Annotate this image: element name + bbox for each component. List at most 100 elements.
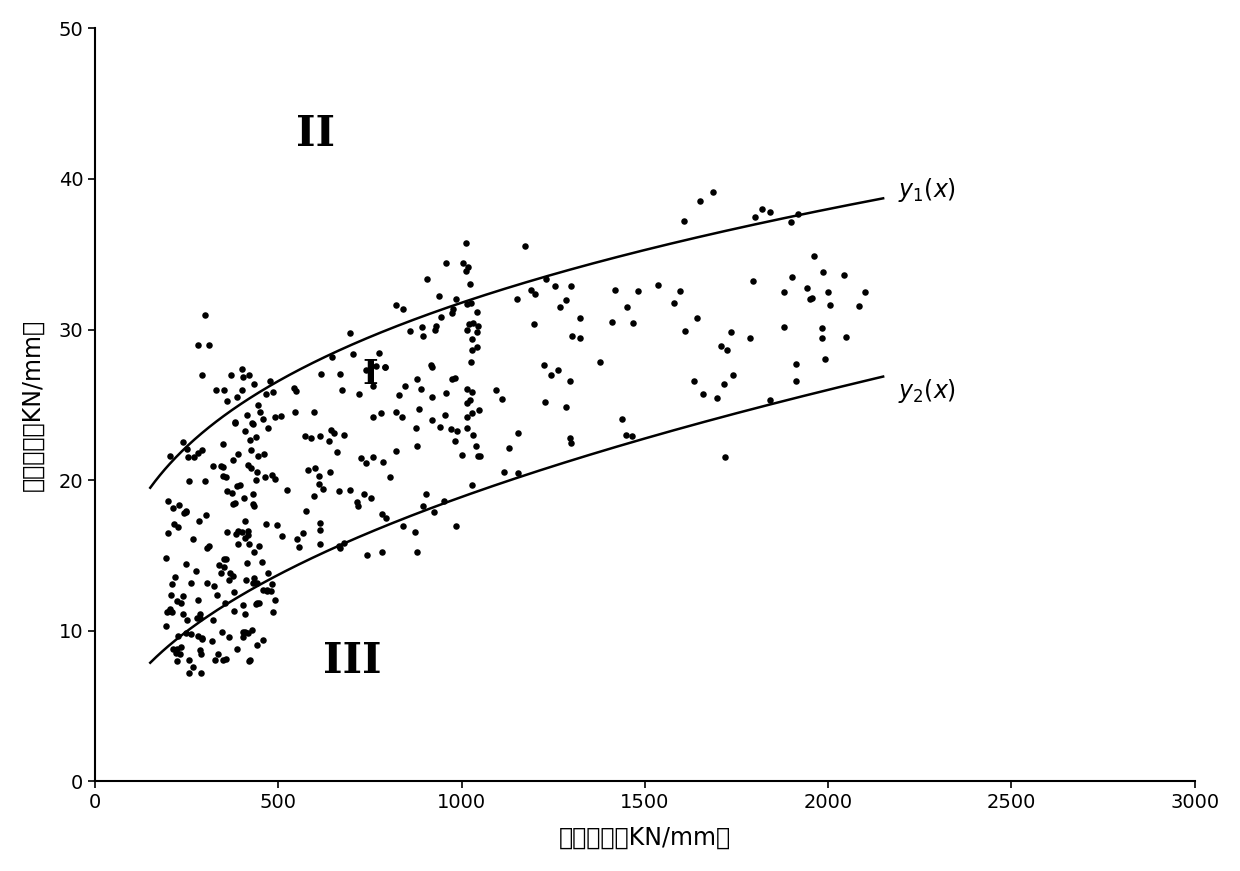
Point [257, 583, 277, 597]
Point [285, 384, 305, 398]
Point [456, 297, 476, 311]
Point [227, 478, 247, 492]
Point [386, 443, 405, 457]
Point [301, 431, 321, 445]
Point [162, 577, 182, 591]
Point [157, 604, 177, 618]
Point [231, 478, 250, 492]
Point [247, 638, 267, 652]
Point [331, 541, 351, 555]
Point [192, 368, 212, 381]
Point [243, 497, 263, 511]
Point [821, 298, 841, 312]
Point [463, 406, 482, 420]
Point [611, 412, 631, 426]
Point [179, 653, 198, 667]
Point [196, 475, 216, 489]
Point [190, 514, 210, 528]
Point [458, 382, 477, 396]
Point [264, 410, 284, 424]
Point [347, 498, 367, 512]
Text: $y_2(x)$: $y_2(x)$ [898, 377, 956, 405]
Point [169, 498, 188, 512]
Point [247, 576, 267, 590]
Point [663, 296, 683, 310]
Point [227, 642, 247, 656]
Point [160, 602, 180, 616]
Point [448, 424, 467, 438]
Point [217, 551, 237, 565]
Point [249, 597, 269, 611]
Point [226, 415, 246, 429]
Point [236, 531, 255, 545]
Point [486, 383, 506, 397]
Point [198, 338, 218, 352]
Point [207, 588, 227, 602]
Point [247, 465, 267, 479]
Point [171, 596, 191, 610]
Point [429, 421, 449, 435]
Point [392, 410, 412, 424]
Point [310, 537, 330, 551]
Point [213, 653, 233, 667]
Point [407, 372, 427, 386]
Point [236, 424, 255, 438]
Point [854, 285, 874, 299]
Point [837, 330, 857, 344]
Point [332, 383, 352, 397]
Point [272, 409, 291, 423]
Point [162, 605, 182, 619]
Point [523, 317, 543, 331]
Point [684, 375, 704, 388]
Point [616, 428, 636, 442]
Point [208, 557, 228, 571]
Point [424, 323, 444, 337]
Point [675, 214, 694, 228]
Point [548, 363, 568, 377]
Point [410, 381, 430, 395]
Point [386, 298, 405, 312]
Point [327, 445, 347, 459]
Point [180, 665, 200, 679]
Point [372, 508, 392, 522]
Point [188, 338, 208, 352]
Point [422, 413, 441, 427]
Point [202, 634, 222, 648]
Point [407, 545, 427, 559]
Point [718, 343, 738, 357]
Point [500, 442, 520, 456]
Point [381, 469, 401, 483]
Point [458, 421, 477, 435]
Point [707, 391, 727, 405]
Point [627, 284, 647, 298]
Point [216, 652, 236, 666]
Point [192, 443, 212, 457]
Point [191, 666, 211, 680]
Point [341, 326, 361, 340]
Point [244, 499, 264, 513]
Point [689, 194, 709, 208]
Point [203, 459, 223, 473]
Point [320, 465, 340, 479]
Point [374, 360, 394, 374]
Point [405, 525, 425, 539]
Point [242, 442, 262, 456]
Point [254, 447, 274, 461]
Point [236, 625, 255, 639]
Point [562, 436, 582, 450]
X-axis label: 标准推力（KN/mm）: 标准推力（KN/mm） [559, 827, 732, 850]
Point [456, 236, 476, 250]
Point [166, 646, 186, 660]
Point [534, 395, 554, 408]
Point [232, 525, 252, 539]
Point [232, 383, 252, 397]
Point [417, 272, 436, 286]
Point [169, 520, 188, 534]
Point [818, 285, 838, 299]
Point [190, 607, 210, 621]
Point [155, 551, 175, 565]
Point [243, 576, 263, 590]
Point [310, 523, 330, 537]
Point [213, 460, 233, 474]
Point [508, 466, 528, 480]
